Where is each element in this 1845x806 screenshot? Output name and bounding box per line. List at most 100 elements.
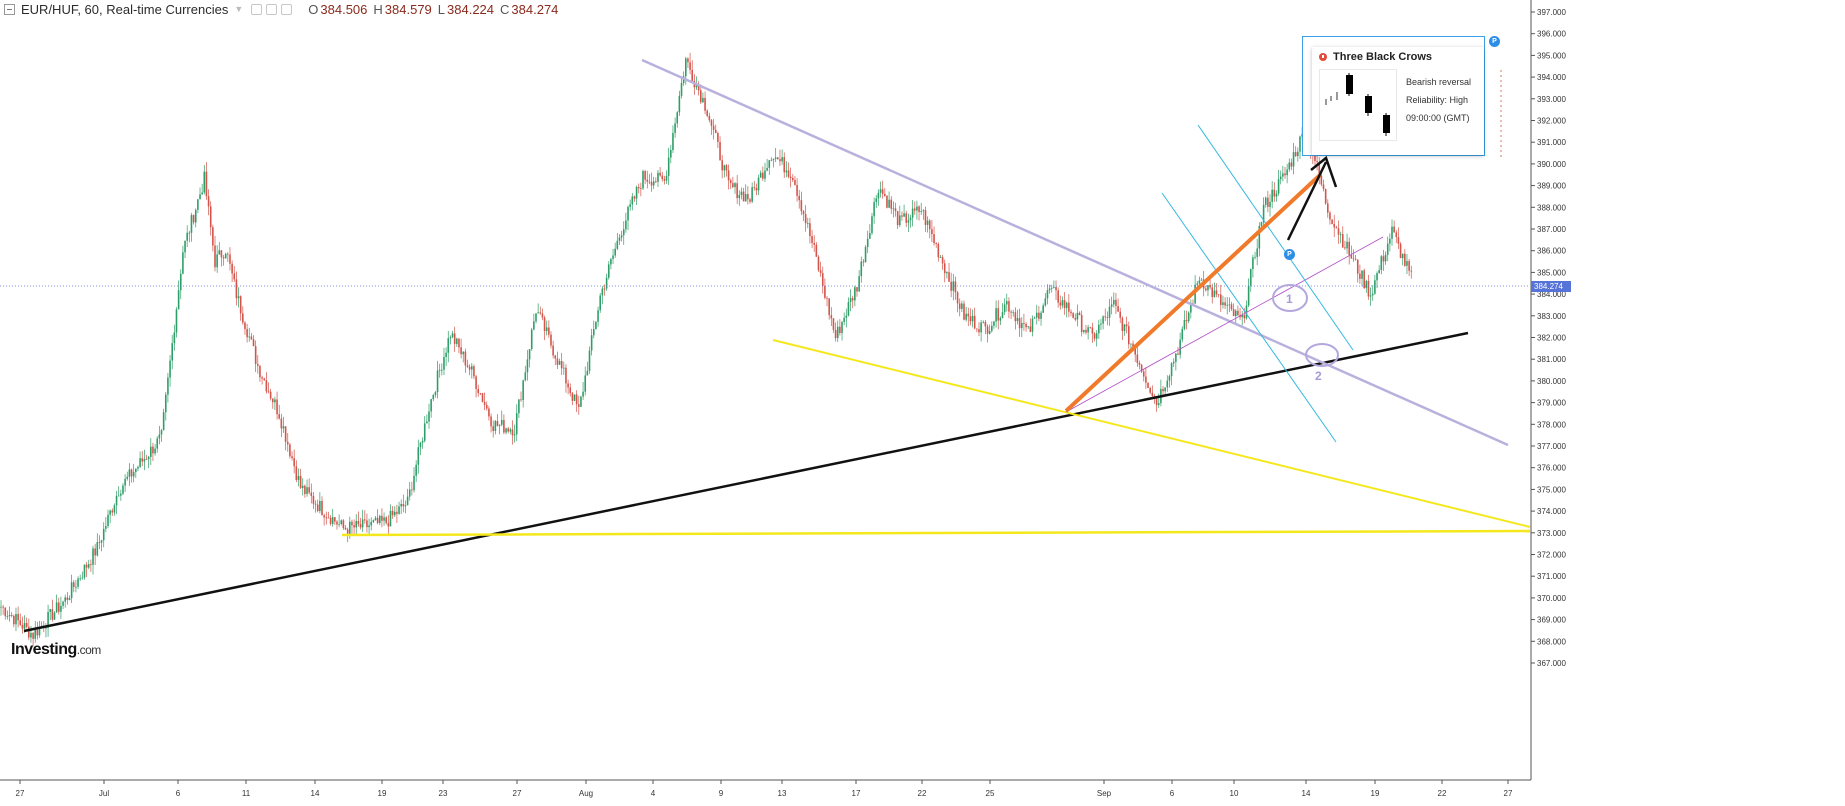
candle-body <box>991 325 993 331</box>
candle-body <box>774 157 777 159</box>
pattern-marker-icon[interactable]: P <box>1284 249 1295 260</box>
collapse-icon[interactable] <box>4 3 15 15</box>
settings-icon[interactable] <box>266 3 278 15</box>
candle-body <box>1356 259 1359 274</box>
candle-body <box>432 394 435 400</box>
candle-body <box>391 510 394 516</box>
pattern-marker-icon[interactable]: P <box>1489 36 1500 47</box>
candle-body <box>888 199 890 208</box>
candle-body <box>107 514 109 527</box>
candle-body <box>70 582 73 599</box>
candle-body <box>494 421 497 431</box>
candle-body <box>1065 302 1068 309</box>
candle-body <box>642 171 644 189</box>
candle-body <box>920 211 922 213</box>
candle-body <box>1104 316 1107 318</box>
candle-body <box>1215 290 1218 295</box>
candle-body <box>1243 315 1246 319</box>
candle-body <box>8 614 11 617</box>
trendline-purple <box>1065 236 1384 413</box>
candle-body <box>590 335 593 351</box>
candle-body <box>967 313 970 317</box>
candle-body <box>160 430 163 435</box>
y-axis-ticks: 367.000 368.000 369.000 370.000 371.000 372.0… <box>1531 8 1566 668</box>
candle-body <box>539 312 542 314</box>
candle-body <box>23 622 26 629</box>
candle-body <box>1179 339 1181 355</box>
candle-body <box>158 434 161 439</box>
close-icon[interactable] <box>281 3 293 15</box>
x-tick-label: 13 <box>778 789 787 798</box>
candle-body <box>1363 270 1365 289</box>
candle-body <box>798 195 801 201</box>
candle-body <box>757 177 760 191</box>
candle-body <box>721 160 723 171</box>
candle-body <box>488 408 490 417</box>
candle-body <box>430 399 432 412</box>
candle-body <box>1185 319 1188 322</box>
candle-body <box>387 522 390 527</box>
candle-body <box>265 380 268 392</box>
candle-body <box>978 329 980 333</box>
candle-body <box>36 629 39 636</box>
candle-body <box>603 288 606 290</box>
candle-body <box>1213 290 1216 298</box>
candle-body <box>284 426 287 442</box>
candle-body <box>171 343 173 361</box>
candle-body <box>866 238 869 248</box>
candle-body <box>366 520 368 528</box>
candle-body <box>597 310 599 322</box>
candle-body <box>1029 326 1032 332</box>
close-label: C <box>500 1 510 17</box>
candle-body <box>530 329 533 350</box>
candle-body <box>227 253 229 255</box>
candle-body <box>250 336 253 340</box>
candle-body <box>1031 318 1034 332</box>
candle-body <box>173 332 176 344</box>
candle-body <box>1196 283 1199 285</box>
candle-body <box>582 391 584 397</box>
y-tick-label: 370.000 <box>1537 594 1566 603</box>
candle-body <box>851 298 854 301</box>
candle-body <box>353 525 355 528</box>
candle-body <box>1008 301 1010 312</box>
x-tick-label: Jul <box>99 789 109 798</box>
pattern-card[interactable]: Three Black Crows Bearish reversal Relia… <box>1312 47 1484 155</box>
candle-body <box>167 377 169 395</box>
candle-body <box>212 227 214 246</box>
y-tick-label: 391.000 <box>1537 138 1566 147</box>
candle-body <box>1399 243 1402 259</box>
candle-body <box>854 287 856 301</box>
candle-body <box>1359 273 1361 279</box>
candle-body <box>13 615 15 625</box>
candle-body <box>1406 261 1408 266</box>
candle-body <box>306 487 308 495</box>
candle-body <box>629 204 631 207</box>
candle-body <box>85 564 88 568</box>
candle-body <box>1059 302 1062 306</box>
candle-body <box>988 330 991 334</box>
candle-body <box>259 365 261 378</box>
candle-body <box>1237 310 1239 315</box>
x-tick-label: 6 <box>176 789 181 798</box>
candle-body <box>1395 232 1398 238</box>
candle-body <box>1217 294 1220 296</box>
candle-body <box>1134 348 1136 355</box>
candle-body <box>1115 299 1117 306</box>
candle-body <box>1329 212 1331 220</box>
candle-body <box>297 475 300 480</box>
arrow-shaft <box>1286 161 1328 241</box>
candle-body <box>1142 371 1145 377</box>
visibility-icon[interactable] <box>251 3 263 15</box>
candle-body <box>997 308 1000 321</box>
candles-layer <box>0 52 1413 647</box>
candle-body <box>1337 228 1340 235</box>
candle-body <box>53 612 56 620</box>
candle-body <box>1350 255 1353 259</box>
candle-body <box>434 392 437 395</box>
candle-body <box>128 469 131 477</box>
candle-body <box>351 521 353 526</box>
chevron-down-icon[interactable]: ▼ <box>234 4 244 14</box>
candle-body <box>614 248 616 256</box>
